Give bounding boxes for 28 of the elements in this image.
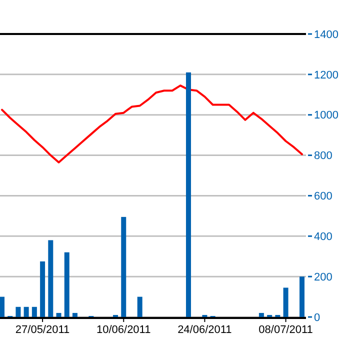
bar	[258, 312, 264, 317]
x-tick-label: 10/06/2011	[96, 324, 151, 336]
bar	[24, 306, 29, 317]
x-tick-label: 24/06/2011	[178, 324, 232, 336]
line-series	[1, 84, 303, 164]
y-tick-label: 1000	[314, 110, 338, 122]
bar	[64, 252, 70, 317]
bar	[56, 312, 62, 317]
x-tick-label: 08/07/2011	[258, 324, 313, 336]
y-tick-label: 800	[314, 150, 332, 162]
bar	[72, 312, 78, 317]
x-tick-label: 27/05/2011	[15, 324, 70, 336]
bar	[32, 306, 37, 317]
y-tick-label: 600	[314, 190, 332, 203]
y-tick-label: 1200	[314, 69, 338, 82]
bar	[40, 261, 46, 317]
bar	[121, 216, 126, 317]
bar	[137, 296, 142, 317]
y-tick-label: 1400	[314, 28, 338, 41]
y-tick-label: 200	[314, 271, 332, 284]
bar	[16, 306, 21, 317]
y-tick-label: 400	[314, 230, 332, 243]
bar	[48, 240, 54, 317]
y-tick-label: 0	[314, 312, 320, 324]
bar	[300, 276, 304, 317]
bar	[186, 72, 191, 317]
bar	[0, 296, 4, 317]
bar	[283, 288, 288, 317]
